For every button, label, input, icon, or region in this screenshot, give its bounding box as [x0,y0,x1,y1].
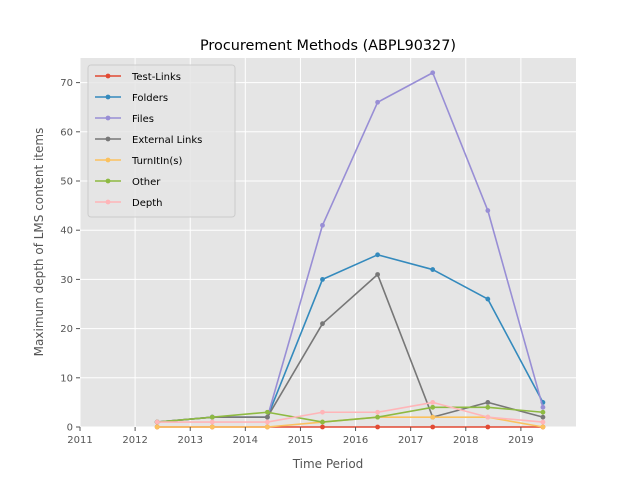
series-other [154,404,546,425]
legend-item-test-links: Test-Links [95,72,181,83]
data-point-other [430,404,436,410]
tick-layer: 2011 2012 2013 2014 2015 2016 2017 2018 2019 0 10 2… [60,78,533,446]
legend-swatch-marker [105,73,111,79]
x-tick-label: 2018 [453,435,478,446]
y-tick-label: 10 [60,373,73,384]
x-tick-label: 2019 [508,435,533,446]
y-tick-label: 40 [60,226,73,237]
y-tick-label: 70 [60,78,73,89]
data-point-other [485,404,491,410]
legend: Test-Links Folders Files External Links Turn… [87,64,236,218]
data-point-depth [209,419,215,425]
data-point-test-links [320,424,325,430]
data-point-files [320,222,325,228]
data-point-external-links [375,272,380,277]
legend-swatch-marker [105,199,111,205]
data-point-files [540,404,546,410]
data-point-external-links [320,321,325,327]
legend-label: External Links [132,135,202,146]
data-point-depth [320,409,325,415]
x-tick-label: 2013 [177,435,202,446]
data-point-files [485,208,491,213]
data-point-folders [320,277,325,282]
legend-label: Files [132,114,154,125]
series-layer [154,70,546,430]
data-point-turnitin-s [540,424,546,430]
data-point-other [540,409,546,415]
legend-swatch-marker [105,136,111,142]
legend-box [87,64,236,218]
data-point-test-links [375,424,380,430]
data-point-depth [540,419,546,425]
data-point-external-links [540,414,546,420]
data-point-other [264,409,270,415]
grid-lines [79,58,576,428]
data-point-folders [485,296,491,302]
y-tick-label: 50 [60,177,73,188]
x-tick-label: 2011 [67,435,92,446]
data-point-test-links [430,424,436,430]
chart-title: Procurement Methods (ABPL90327) [200,38,456,54]
legend-swatch-marker [105,94,111,100]
legend-item-external-links: External Links [95,135,202,146]
data-point-depth [154,419,160,425]
x-tick-label: 2017 [398,435,423,446]
data-point-test-links [485,424,491,430]
y-axis-label: Maximum depth of LMS content items [32,128,46,357]
data-point-depth [375,409,380,415]
data-point-external-links [264,414,270,420]
legend-swatch-marker [105,157,111,163]
data-point-folders [375,252,380,258]
x-tick-label: 2012 [122,435,147,446]
data-point-depth [430,400,436,405]
data-point-depth [485,414,491,420]
x-tick-label: 2014 [233,435,258,446]
y-tick-label: 30 [60,275,73,286]
legend-label: Test-Links [131,72,181,83]
y-tick-label: 0 [67,423,73,434]
data-point-external-links [485,400,491,405]
data-point-depth [264,419,270,425]
data-point-other [375,414,380,420]
series-depth [154,400,546,425]
y-tick-label: 60 [60,127,73,138]
data-point-files [375,99,380,105]
legend-item-turnitin-s: TurnItIn(s) [95,156,182,167]
data-point-other [209,414,215,420]
legend-label: Depth [132,198,162,209]
data-point-turnitin-s [209,424,215,430]
x-axis-label: Time Period [292,457,364,471]
legend-item-files: Files [95,114,154,125]
legend-label: Folders [132,93,168,104]
series-line-depth [157,401,544,423]
series-line-other [157,406,544,423]
legend-label: Other [132,177,161,188]
data-point-turnitin-s [154,424,160,430]
y-tick-label: 20 [60,324,73,335]
legend-swatch-marker [105,178,111,184]
data-point-folders [430,267,436,272]
series-line-external-links [157,273,544,423]
data-point-files [430,70,436,76]
legend-label: TurnItIn(s) [131,156,182,167]
legend-item-depth: Depth [95,198,162,209]
x-tick-label: 2015 [288,435,313,446]
x-tick-label: 2016 [343,435,368,446]
legend-item-other: Other [95,177,161,188]
legend-swatch-marker [105,115,111,121]
data-point-other [320,419,325,425]
data-point-turnitin-s [264,424,270,430]
data-point-turnitin-s [430,414,436,420]
legend-item-folders: Folders [95,93,168,104]
